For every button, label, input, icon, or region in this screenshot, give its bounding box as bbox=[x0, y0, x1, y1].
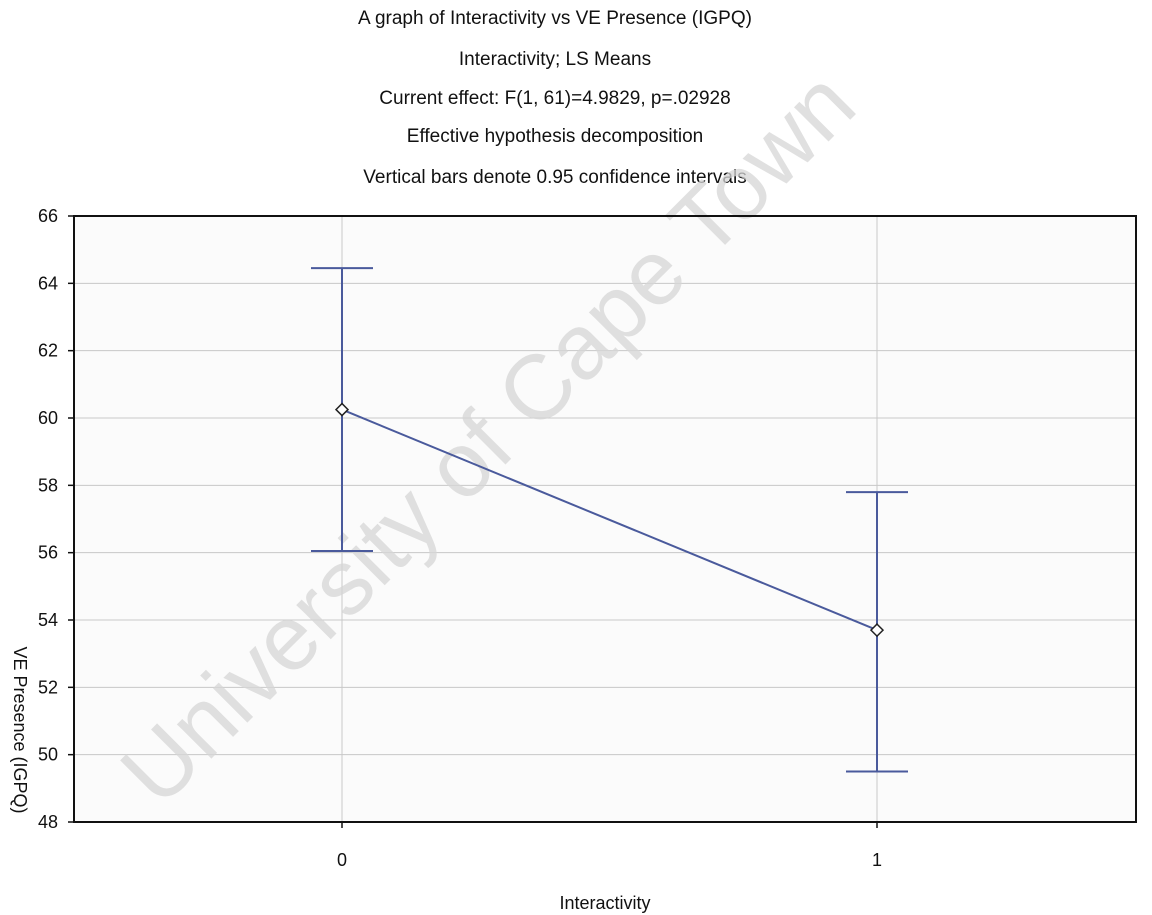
y-tick-label: 62 bbox=[38, 341, 58, 361]
effect-statistic: Current effect: F(1, 61)=4.9829, p=.0292… bbox=[379, 88, 731, 109]
series-layer bbox=[311, 267, 908, 773]
x-axis-label: Interactivity bbox=[559, 893, 650, 913]
y-tick-label: 54 bbox=[38, 610, 58, 630]
axis-ticks: 48 50 52 54 56 58 60 62 64 66 0 1 bbox=[38, 206, 882, 870]
x-tick-label: 1 bbox=[872, 850, 882, 870]
chart-title: A graph of Interactivity vs VE Presence … bbox=[358, 8, 752, 29]
y-tick-label: 64 bbox=[38, 273, 58, 293]
x-tick-label: 0 bbox=[337, 850, 347, 870]
confidence-note: Vertical bars denote 0.95 confidence int… bbox=[363, 167, 747, 188]
chart-subtitle: Interactivity; LS Means bbox=[458, 49, 652, 70]
y-tick-label: 52 bbox=[38, 677, 58, 697]
plot-frame bbox=[73, 215, 1137, 823]
y-tick-label: 60 bbox=[38, 408, 58, 428]
y-tick-label: 50 bbox=[38, 745, 58, 765]
decomposition-note: Effective hypothesis decomposition bbox=[406, 126, 704, 147]
series-line bbox=[341, 408, 878, 632]
y-axis-label: VE Presence (IGPQ) bbox=[10, 646, 30, 813]
y-tick-label: 56 bbox=[38, 543, 58, 563]
y-tick-label: 66 bbox=[38, 206, 58, 226]
y-tick-label: 48 bbox=[38, 812, 58, 832]
grid-lines bbox=[74, 216, 1136, 822]
y-tick-label: 58 bbox=[38, 475, 58, 495]
data-point bbox=[334, 402, 350, 417]
data-point bbox=[869, 623, 885, 638]
